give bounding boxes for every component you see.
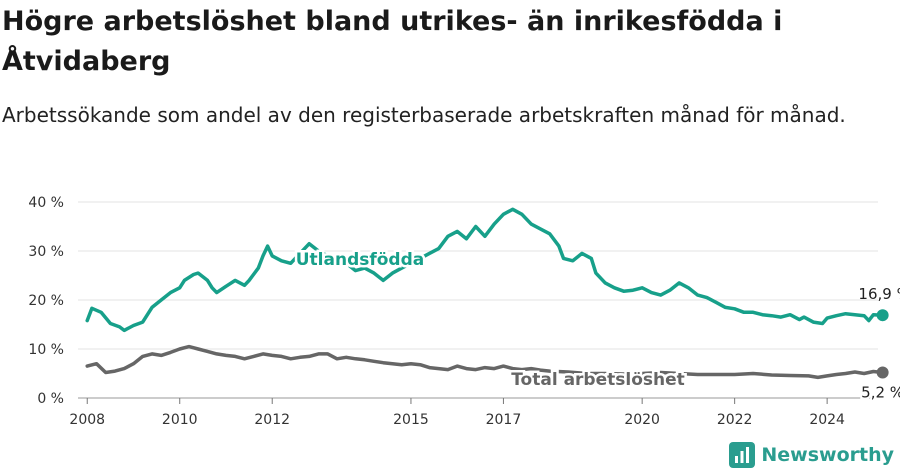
y-tick-label: 0 % xyxy=(37,391,64,407)
x-tick-label: 2012 xyxy=(254,412,290,428)
series-lines xyxy=(85,207,889,380)
y-tick-label: 30 % xyxy=(28,244,64,260)
x-tick-label: 2020 xyxy=(624,412,660,428)
chart-title: Högre arbetslöshet bland utrikes- än inr… xyxy=(2,6,783,77)
x-tick-label: 2017 xyxy=(486,412,522,428)
end-value-label: 16,9 % xyxy=(858,285,900,303)
chart-subtitle: Arbetssökande som andel av den registerb… xyxy=(2,103,846,127)
x-tick-label: 2024 xyxy=(809,412,845,428)
series-labels: Utlandsfödda Total arbetslöshet 16,9 % 5,2 … xyxy=(293,248,900,404)
series-name-label: Total arbetslöshet xyxy=(511,370,685,390)
end-value-label: 5,2 % xyxy=(861,384,900,402)
y-tick-label: 20 % xyxy=(28,293,64,309)
y-axis: 0 % 10 % 20 % 30 % 40 % xyxy=(28,195,64,407)
newsworthy-logo-icon xyxy=(729,442,756,468)
series-line-0 xyxy=(85,207,885,333)
y-tick-label: 10 % xyxy=(28,342,64,358)
series-name-label: Utlandsfödda xyxy=(296,250,425,270)
series-end-point-1 xyxy=(876,366,889,379)
x-tick-label: 2015 xyxy=(393,412,429,428)
series-end-point-0 xyxy=(876,309,889,322)
x-axis: 2008 2010 2012 2015 2017 2020 2022 2024 xyxy=(69,398,845,428)
grid-lines xyxy=(78,201,878,399)
x-tick-label: 2008 xyxy=(69,412,105,428)
series-line-1 xyxy=(85,344,885,380)
brand-name: Newsworthy xyxy=(761,444,894,466)
brand-logo[interactable]: Newsworthy xyxy=(729,442,894,468)
x-tick-label: 2022 xyxy=(717,412,753,428)
x-tick-label: 2010 xyxy=(162,412,198,428)
y-tick-label: 40 % xyxy=(28,195,64,211)
